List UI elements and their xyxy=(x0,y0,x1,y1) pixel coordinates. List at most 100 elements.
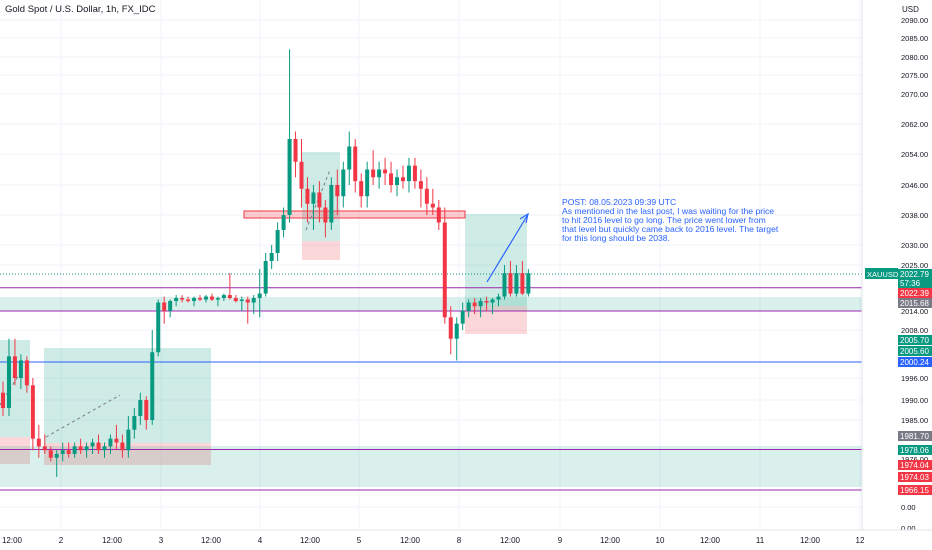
candle xyxy=(490,298,495,315)
candle xyxy=(472,298,477,315)
price-tick-label: 2025.00 xyxy=(901,261,928,270)
candle xyxy=(233,295,238,303)
candle xyxy=(90,438,95,454)
candle xyxy=(508,261,513,297)
candle xyxy=(347,131,352,185)
candle xyxy=(263,253,268,297)
symbol-tag[interactable]: XAUUSD xyxy=(865,268,899,279)
candle xyxy=(430,188,435,215)
level-2005-70-badge: 2005.70 xyxy=(898,335,932,345)
candle xyxy=(198,295,203,302)
candle xyxy=(371,150,376,185)
candle xyxy=(132,408,137,439)
horizontal-lines[interactable] xyxy=(0,287,862,491)
price-tick-label: 2090.00 xyxy=(901,16,928,25)
candle xyxy=(245,296,250,324)
candle xyxy=(108,434,113,454)
svg-text:XAUUSD: XAUUSD xyxy=(867,270,899,279)
price-tick-label: 2054.00 xyxy=(901,150,928,159)
svg-text:2022.39: 2022.39 xyxy=(900,289,929,298)
candle xyxy=(48,446,53,462)
candle xyxy=(281,207,286,238)
svg-text:1978.06: 1978.06 xyxy=(900,446,929,455)
price-tick-label: 2046.00 xyxy=(901,181,928,190)
svg-text:2005.70: 2005.70 xyxy=(900,336,929,345)
candle xyxy=(383,157,388,185)
level-1966-badge: 1966.15 xyxy=(898,485,932,495)
time-tick-label: 12:00 xyxy=(500,536,521,545)
time-tick-label: 9 xyxy=(558,536,563,545)
candle xyxy=(395,169,400,197)
candle xyxy=(72,442,77,458)
long-position-stop-zone-3 xyxy=(302,241,340,260)
svg-text:1974.03: 1974.03 xyxy=(900,473,929,482)
price-tick-label: 2030.00 xyxy=(901,241,928,250)
time-tick-label: 12:00 xyxy=(2,536,23,545)
position-boxes[interactable] xyxy=(0,152,862,487)
candle xyxy=(478,298,483,318)
annotation-line-3: to hit 2016 level to go long. The price … xyxy=(562,215,766,225)
candle xyxy=(203,295,208,303)
time-tick-label: 11 xyxy=(756,536,765,545)
candle xyxy=(180,295,185,303)
candle xyxy=(54,450,59,478)
annotation-note[interactable]: POST: 08.05.2023 09:39 UTC As mentioned … xyxy=(562,197,779,243)
candle xyxy=(311,185,316,230)
candle xyxy=(36,424,41,458)
level-2000-badge: 2000.24 xyxy=(898,357,932,367)
time-tick-label: 2 xyxy=(59,536,64,545)
time-tick-label: 12:00 xyxy=(201,536,222,545)
candle xyxy=(526,269,531,297)
svg-text:1974.04: 1974.04 xyxy=(900,461,929,470)
time-tick-label: 12:00 xyxy=(300,536,321,545)
candle xyxy=(353,139,358,193)
candle xyxy=(66,442,71,458)
time-tick-label: 12:00 xyxy=(400,536,421,545)
annotation-line-5: for this long should be 2038. xyxy=(562,233,670,243)
level-2005-60-badge: 2005.60 xyxy=(898,346,932,356)
candle xyxy=(377,161,382,189)
long-position-stop-zone-1 xyxy=(0,437,30,464)
candle xyxy=(335,169,340,215)
time-tick-label: 12:00 xyxy=(102,536,123,545)
chart-title: Gold Spot / U.S. Dollar, 1h, FX_IDC xyxy=(5,4,156,15)
time-axis[interactable]: 12:00 2 12:00 3 12:00 4 12:00 5 12:00 8 12:00 9 12:0… xyxy=(0,529,932,550)
candle xyxy=(186,296,191,303)
price-tick-label: 2075.00 xyxy=(901,71,928,80)
target-arrow[interactable] xyxy=(486,212,529,283)
candle xyxy=(520,261,525,296)
time-tick-label: 5 xyxy=(357,536,362,545)
price-tick-label: 1990.00 xyxy=(901,396,928,405)
price-tick-label: 0.00 xyxy=(901,524,916,533)
candle xyxy=(466,299,471,318)
candle xyxy=(454,317,459,361)
candle xyxy=(317,181,322,223)
currency-label: USD xyxy=(902,5,919,14)
price-tick-label: 2070.00 xyxy=(901,90,928,99)
candle xyxy=(442,207,447,324)
time-tick-label: 3 xyxy=(159,536,164,545)
candle xyxy=(293,131,298,178)
price-axis[interactable]: USD 2090.00 2085.00 2080.00 2075.00 2070.00 2… xyxy=(861,0,932,533)
candle xyxy=(484,296,489,311)
price-tick-label: 2038.00 xyxy=(901,211,928,220)
candle xyxy=(168,299,173,318)
candle xyxy=(60,442,65,462)
annotation-line-1: POST: 08.05.2023 09:39 UTC xyxy=(562,197,676,207)
candle xyxy=(42,434,47,454)
candle xyxy=(227,273,232,300)
candle xyxy=(192,296,197,307)
candle xyxy=(257,269,262,318)
candlestick-series[interactable] xyxy=(1,49,531,478)
annotation-line-2: As mentioned in the last post, I was wai… xyxy=(562,206,774,216)
price-tick-label: 2085.00 xyxy=(901,34,928,43)
candle xyxy=(436,200,441,230)
candle xyxy=(209,293,214,302)
candle xyxy=(120,434,125,458)
svg-text:2015.68: 2015.68 xyxy=(900,299,929,308)
candle xyxy=(412,157,417,189)
time-tick-label: 8 xyxy=(457,536,462,545)
resistance-zone-2038 xyxy=(243,210,466,219)
